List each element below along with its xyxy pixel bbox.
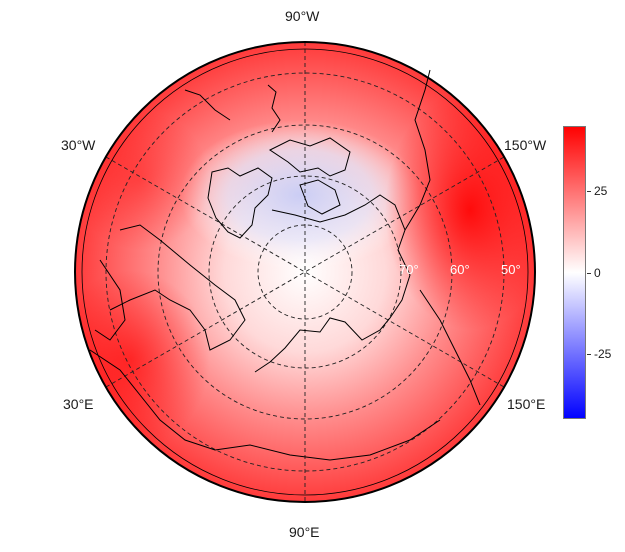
north-america-coast [254, 194, 411, 373]
lon-label-30w: 30°W [61, 137, 96, 153]
temperature-field [75, 42, 535, 502]
colorbar-tick [587, 273, 591, 274]
lon-label-30e: 30°E [63, 396, 94, 412]
colorbar-tick [587, 354, 591, 355]
eurasia-coast [109, 224, 246, 351]
lat-label-60: 60° [450, 262, 470, 277]
greenland-coast [207, 167, 273, 239]
colorbar [563, 126, 586, 419]
lon-label-150w: 150°W [504, 137, 547, 153]
coastlines [89, 69, 481, 461]
lon-label-150e: 150°E [507, 396, 546, 412]
colorbar-tick [587, 191, 591, 192]
lat-label-70: 70° [399, 262, 419, 277]
colorbar-fill [563, 126, 586, 419]
colorbar-tick-label: -25 [594, 347, 612, 361]
lon-label-90e: 90°E [289, 524, 320, 540]
lon-label-90w: 90°W [285, 8, 320, 24]
map-border [74, 41, 536, 503]
graticule [105, 42, 505, 502]
colorbar-tick-label: 25 [594, 184, 608, 198]
lat-label-50: 50° [501, 262, 521, 277]
canadian-archipelago-coast [269, 137, 351, 177]
colorbar-tick-label: 0 [594, 266, 601, 280]
